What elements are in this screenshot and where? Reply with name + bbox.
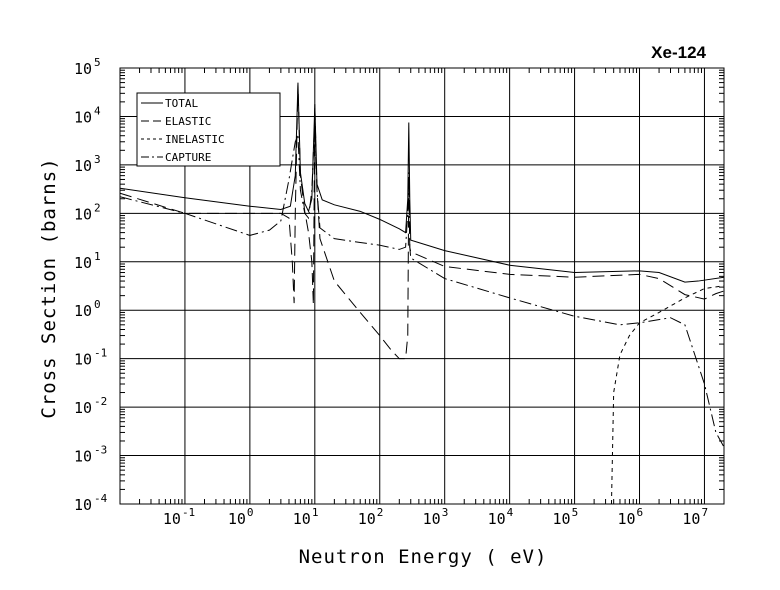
series-line-capture: [120, 116, 724, 448]
x-tick-exponent: 1: [312, 506, 319, 519]
x-tick-label: 10: [293, 510, 311, 528]
legend-label-capture: CAPTURE: [165, 151, 211, 164]
x-tick-exponent: -1: [182, 506, 195, 519]
y-tick-exponent: 1: [94, 250, 101, 263]
y-tick-exponent: -2: [94, 395, 107, 408]
chart-title: Xe-124: [651, 43, 706, 62]
x-tick-exponent: 2: [377, 506, 384, 519]
y-tick-exponent: -1: [94, 347, 107, 360]
y-tick-label: 10: [74, 351, 92, 369]
series-line-inelastic: [610, 285, 724, 504]
series-line-total: [120, 82, 724, 283]
y-tick-exponent: 0: [94, 298, 101, 311]
y-tick-exponent: 2: [94, 201, 101, 214]
y-tick-label: 10: [74, 496, 92, 514]
x-tick-exponent: 0: [247, 506, 254, 519]
legend-label-elastic: ELASTIC: [165, 115, 211, 128]
y-tick-label: 10: [74, 399, 92, 417]
x-tick-label: 10: [682, 510, 700, 528]
legend-box: [136, 92, 281, 167]
y-tick-exponent: 5: [94, 56, 101, 69]
x-tick-label: 10: [358, 510, 376, 528]
x-tick-label: 10: [163, 510, 181, 528]
series-line-elastic: [120, 84, 724, 360]
x-tick-label: 10: [423, 510, 441, 528]
y-tick-label: 10: [74, 60, 92, 78]
y-axis-title: Cross Section (barns): [38, 157, 60, 418]
y-tick-label: 10: [74, 205, 92, 223]
y-tick-label: 10: [74, 254, 92, 272]
x-tick-label: 10: [553, 510, 571, 528]
legend-label-inelastic: INELASTIC: [165, 133, 225, 146]
x-axis-title: Neutron Energy ( eV): [299, 546, 548, 568]
legend: TOTAL ELASTIC INELASTIC CAPTURE: [136, 92, 281, 167]
y-tick-label: 10: [74, 302, 92, 320]
series-lines: [120, 82, 724, 504]
y-tick-exponent: 4: [94, 104, 101, 117]
x-tick-label: 10: [617, 510, 635, 528]
y-tick-label: 10: [74, 157, 92, 175]
x-tick-exponent: 6: [637, 506, 644, 519]
x-tick-exponent: 3: [442, 506, 449, 519]
y-tick-label: 10: [74, 108, 92, 126]
y-tick-exponent: -4: [94, 492, 108, 505]
x-tick-label: 10: [488, 510, 506, 528]
axis-ticks: 10 -1 10 0 10 1 10 2 10 3 10 4 10 5 10 6 10 710 510 410 310 2…: [74, 56, 724, 528]
y-tick-exponent: -3: [94, 444, 107, 457]
x-tick-exponent: 4: [507, 506, 514, 519]
legend-label-total: TOTAL: [165, 97, 198, 110]
y-tick-exponent: 3: [94, 153, 101, 166]
plot-frame: [119, 67, 725, 505]
x-tick-exponent: 5: [572, 506, 579, 519]
y-tick-label: 10: [74, 448, 92, 466]
x-tick-label: 10: [228, 510, 246, 528]
x-tick-exponent: 7: [701, 506, 708, 519]
